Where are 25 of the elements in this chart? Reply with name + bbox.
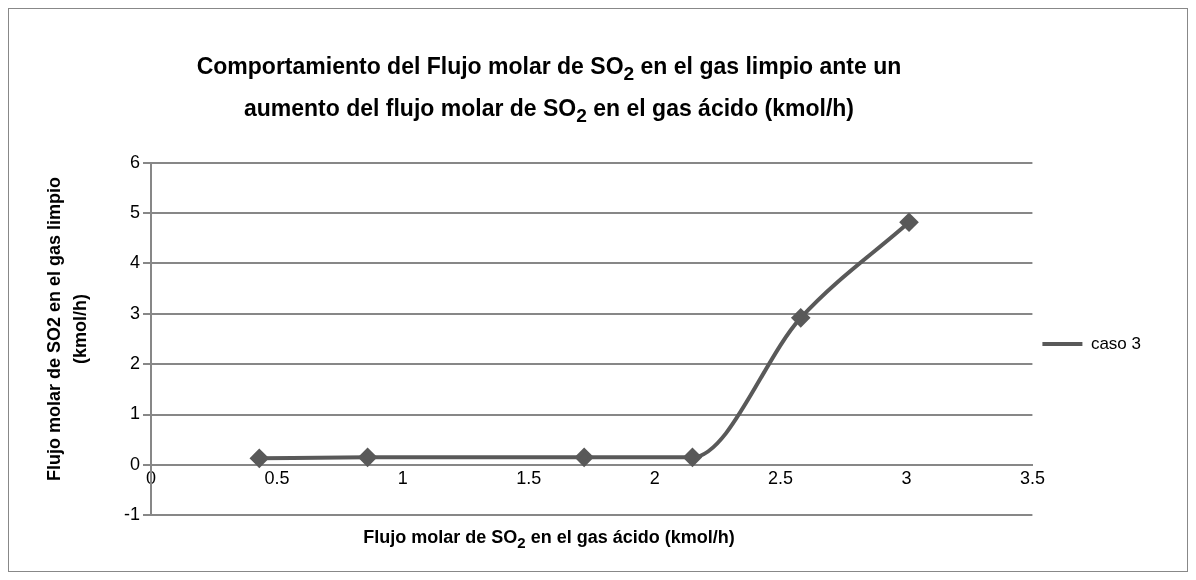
- y-axis-title: Flujo molar de SO2 en el gas limpio (kmol/h): [43, 175, 91, 484]
- point: [358, 448, 377, 467]
- y-tick-label: 0: [129, 453, 140, 474]
- x-tick-label: 1.5: [516, 467, 542, 488]
- point: [575, 448, 594, 467]
- x-axis-title: Flujo molar de SO$_{2}$ en el gas ácido (kmol/h): [362, 527, 736, 551]
- x-tick-label: 0.5: [264, 467, 290, 488]
- point: [791, 308, 810, 327]
- point: [900, 213, 919, 232]
- x-tick-label: 2.5: [768, 467, 794, 488]
- y-tick-label: 2: [129, 353, 140, 374]
- y-tick-label: -1: [123, 504, 140, 525]
- y-tick-label: 1: [129, 403, 140, 424]
- y-tick-label: 4: [129, 252, 140, 273]
- point: [683, 448, 702, 467]
- x-tick-label: 3.5: [1019, 467, 1045, 488]
- legend-label: caso 3: [1090, 333, 1142, 353]
- x-tick-label: 3: [901, 467, 912, 488]
- y-tick-label: 3: [129, 302, 140, 323]
- chart-title: Comportamiento del Flujo molar de SO$_{2}$ en el gas limpio ante un aumento del flujo molar de SO$_{2}$ en el gas ácido (kmol/h): [196, 53, 902, 126]
- x-tick-label: 1: [397, 467, 408, 488]
- point: [250, 449, 269, 468]
- y-tick-label: 5: [129, 202, 140, 223]
- x-tick-label: 2: [649, 467, 660, 488]
- y-tick-label: 6: [129, 151, 140, 172]
